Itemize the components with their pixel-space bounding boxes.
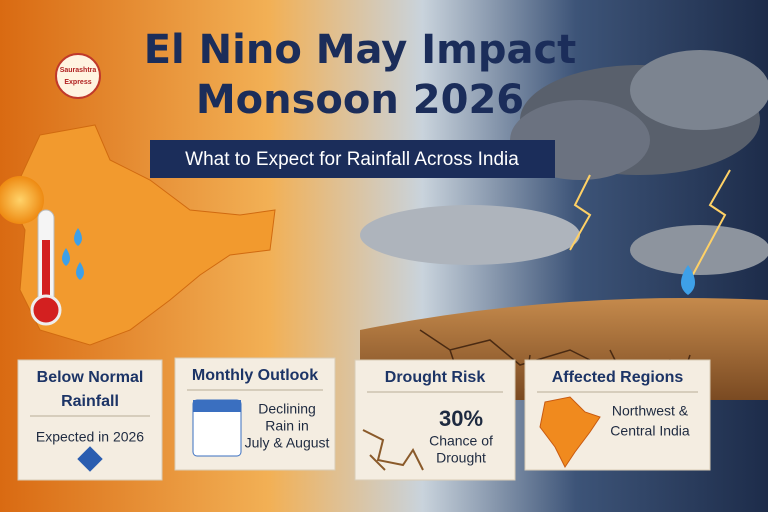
map-icon <box>539 396 601 468</box>
crack-icon <box>362 429 424 471</box>
water-drop <box>681 265 695 295</box>
stat: 30% <box>439 406 483 431</box>
subtitle: What to Expect for Rainfall Across India <box>185 149 519 170</box>
lightning <box>569 169 731 281</box>
rain-drops <box>62 228 84 280</box>
icon <box>77 446 103 472</box>
card-title: Below Normal <box>37 369 144 386</box>
card-body: Chance of <box>429 433 493 449</box>
india-map <box>9 124 276 346</box>
card-title: Drought Risk <box>385 369 486 386</box>
card-title: Rainfall <box>61 393 119 410</box>
card-body: Northwest & <box>612 403 689 419</box>
subtitle-banner <box>150 140 555 178</box>
card-body: Expected in 2026 <box>36 429 144 445</box>
title: Monsoon 2026 <box>196 77 524 123</box>
storm-clouds <box>360 50 768 275</box>
logo-text: Express <box>64 79 91 86</box>
calendar-icon <box>193 400 241 412</box>
card-body: Central India <box>610 423 690 439</box>
logo <box>55 53 101 99</box>
card-body: Declining <box>258 401 316 417</box>
logo-text: Saurashtra <box>60 67 97 74</box>
card-title: Monthly Outlook <box>192 367 318 384</box>
card-body: Drought <box>436 450 486 466</box>
title: El Nino May Impact <box>144 27 577 73</box>
card-body: Rain in <box>265 418 309 434</box>
card-body: July & August <box>245 435 330 451</box>
thermometer <box>30 209 62 326</box>
card-title: Affected Regions <box>552 369 684 386</box>
sun <box>0 176 44 224</box>
